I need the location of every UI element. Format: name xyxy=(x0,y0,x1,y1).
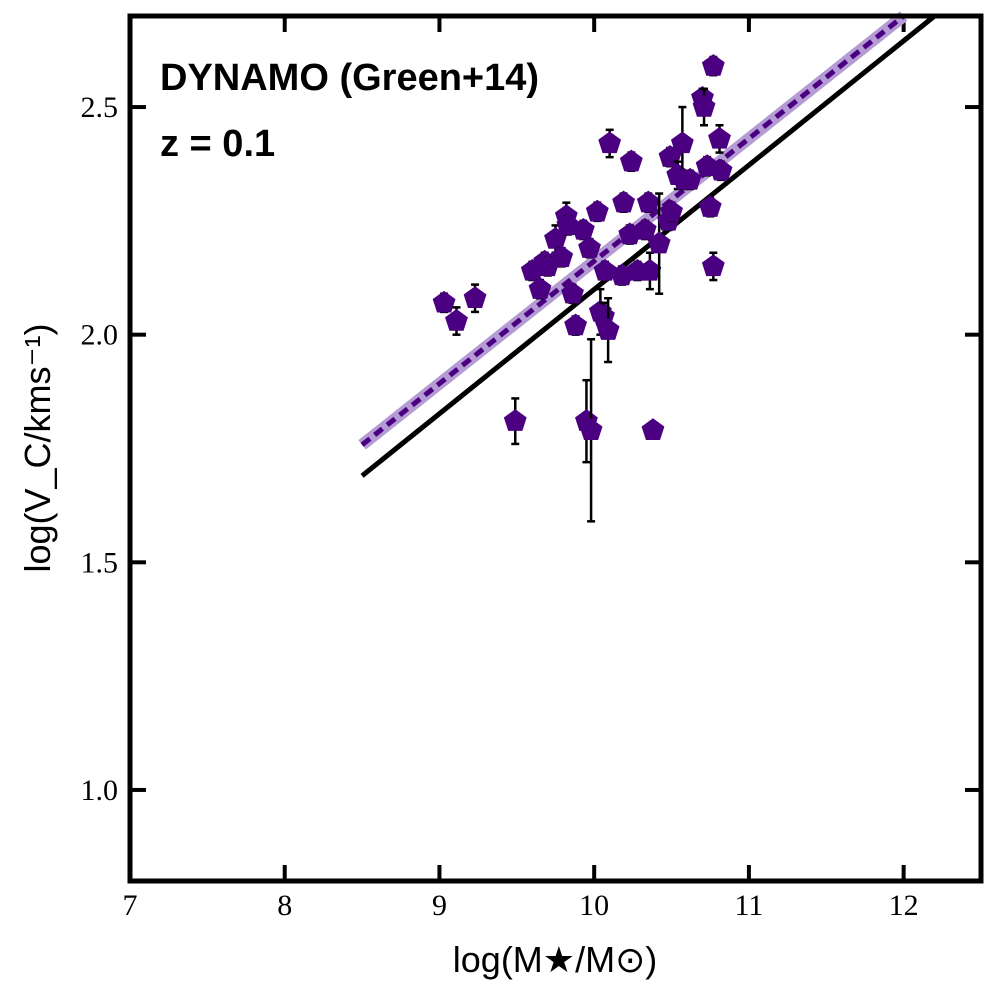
plot-frame xyxy=(127,13,984,884)
data-point xyxy=(678,167,702,190)
x-tick-label: 8 xyxy=(277,889,292,922)
data-point xyxy=(698,195,722,217)
data-point xyxy=(564,313,588,336)
x-tick-label: 11 xyxy=(734,889,763,922)
data-point xyxy=(550,245,574,267)
data-point xyxy=(638,258,662,281)
data-point xyxy=(670,131,694,154)
data-point xyxy=(708,126,731,149)
data-point xyxy=(701,254,725,277)
data-point xyxy=(641,418,665,440)
data-point xyxy=(660,199,683,222)
data-point xyxy=(445,309,468,331)
data-point xyxy=(598,131,622,154)
y-tick-label: 1.0 xyxy=(81,774,119,807)
y-tick-label: 1.5 xyxy=(81,546,119,579)
data-point xyxy=(692,95,716,117)
data-point xyxy=(701,54,725,76)
data-point xyxy=(619,149,643,172)
data-point xyxy=(612,190,635,213)
data-point xyxy=(709,158,733,181)
x-tick-label: 7 xyxy=(123,889,138,922)
data-point xyxy=(596,318,620,340)
data-point xyxy=(593,258,617,281)
data-point xyxy=(647,231,671,254)
data-point xyxy=(633,217,657,240)
data-point xyxy=(561,281,584,304)
data-point xyxy=(579,418,603,440)
data-point xyxy=(578,236,601,258)
data-point xyxy=(636,190,660,213)
fit-line xyxy=(360,14,937,478)
data-point xyxy=(503,409,527,431)
x-axis-label: log(M★/M⊙) xyxy=(453,939,657,980)
data-point xyxy=(432,290,456,313)
data-point xyxy=(528,277,552,299)
data-point xyxy=(585,199,609,222)
annotation: z = 0.1 xyxy=(160,123,275,165)
data-point xyxy=(571,217,595,240)
y-tick-label: 2.5 xyxy=(81,91,119,124)
x-tick-label: 10 xyxy=(579,889,609,922)
x-tick-label: 9 xyxy=(432,889,447,922)
annotation: DYNAMO (Green+14) xyxy=(160,57,539,99)
x-tick-label: 12 xyxy=(889,889,919,922)
y-axis-label: log(V_C/kms⁻¹) xyxy=(17,323,58,572)
y-tick-label: 2.0 xyxy=(81,319,119,352)
data-point xyxy=(463,286,487,308)
